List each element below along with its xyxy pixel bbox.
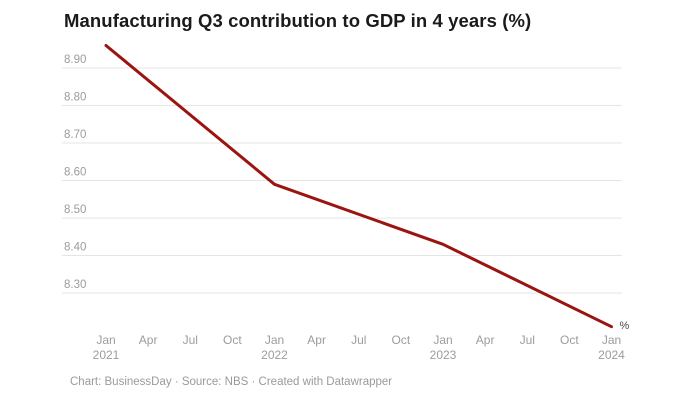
chart-footer: Chart: BusinessDay · Source: NBS · Creat…: [70, 376, 393, 388]
chart-title: Manufacturing Q3 contribution to GDP in …: [64, 10, 532, 31]
x-axis-tick-month: Apr: [476, 333, 495, 347]
x-axis-tick-year: 2021: [93, 348, 120, 362]
x-axis-tick-month: Jan: [96, 333, 115, 347]
y-axis-tick-label: 8.90: [64, 54, 86, 66]
unit-percent-label: %: [620, 320, 630, 332]
x-axis-tick-month: Oct: [560, 333, 579, 347]
x-axis-tick-month: Jan: [265, 333, 284, 347]
x-axis-tick-month: Oct: [223, 333, 242, 347]
y-axis-tick-label: 8.60: [64, 167, 86, 179]
x-axis-tick-year: 2023: [430, 348, 457, 362]
y-axis-tick-label: 8.50: [64, 204, 86, 216]
x-axis-tick-month: Apr: [139, 333, 158, 347]
x-axis-tick-year: 2022: [261, 348, 288, 362]
x-axis-tick-month: Jan: [602, 333, 621, 347]
gdp-line-series: [104, 44, 613, 329]
x-axis-tick-month: Jul: [183, 333, 198, 347]
y-axis-tick-label: 8.40: [64, 242, 86, 254]
x-axis-tick-month: Jul: [351, 333, 366, 347]
x-axis-tick-year: 2024: [598, 348, 625, 362]
x-axis-tick-month: Oct: [392, 333, 411, 347]
x-axis-tick-month: Jan: [433, 333, 452, 347]
x-axis-tick-month: Jul: [520, 333, 535, 347]
y-axis-tick-label: 8.80: [64, 92, 86, 104]
y-axis-tick-label: 8.30: [64, 279, 86, 291]
y-axis-tick-label: 8.70: [64, 129, 86, 141]
x-axis-tick-month: Apr: [307, 333, 326, 347]
